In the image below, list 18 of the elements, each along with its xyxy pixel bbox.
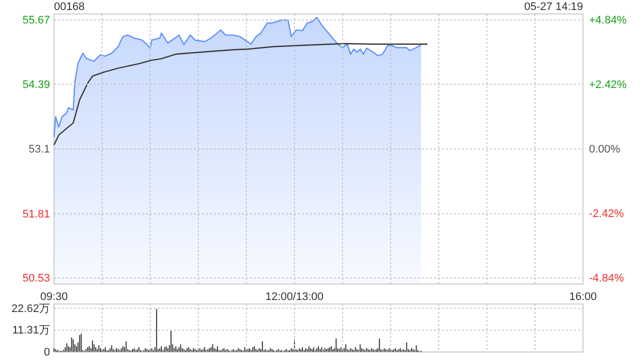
y-tick-label: 54.39 [22, 78, 50, 91]
y2-tick-label: +2.42% [589, 79, 627, 92]
y2-tick-label: 0.00% [589, 144, 620, 156]
chart-title: 00168 [54, 1, 85, 13]
y-tick-label: 51.81 [22, 208, 50, 220]
text: 05-27 14:19 [524, 1, 583, 13]
y2-tick-label: -2.42% [589, 208, 624, 220]
y-tick-label: 50.53 [22, 272, 50, 284]
y2-tick-label: +4.84% [589, 14, 627, 27]
x-tick-label: 12:00/13:00 [265, 290, 324, 303]
x-tick-label: 16:00 [569, 290, 597, 303]
y-tick-label: 55.67 [22, 14, 50, 27]
y-tick-label: 22.62万 [11, 302, 50, 315]
y-tick-label: 11.31万 [12, 324, 50, 337]
y-tick-label: 53.1 [28, 144, 50, 156]
y2-tick-label: -4.84% [589, 272, 624, 284]
x-tick-label: 09:30 [40, 290, 68, 303]
y-tick-label: 0 [44, 346, 50, 359]
